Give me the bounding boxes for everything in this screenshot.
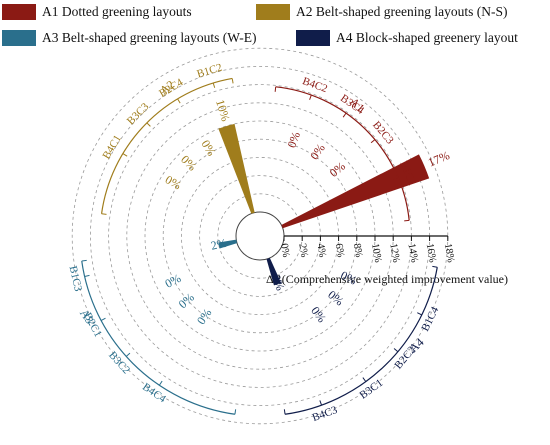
group-label-a3: A3 [77, 306, 97, 326]
group-arc-tick [122, 153, 128, 157]
radial-axis-tick-label: 16% [424, 243, 438, 264]
group-arc-tick [362, 377, 367, 382]
group-arc-a2 [100, 77, 233, 214]
group-arc-tick [319, 400, 323, 406]
value-label-a4-b1c4: 0% [338, 268, 359, 288]
legend-label-a2: Belt-shaped greening layouts (N-S) [315, 4, 508, 19]
bar-a3-b1c3 [218, 239, 238, 249]
group-arc-tick [81, 259, 87, 262]
radial-axis-tick-label: 8% [351, 243, 364, 259]
legend-key-a1: A1 [42, 4, 59, 19]
value-label-a2-b4c1: 0% [163, 172, 184, 192]
legend-item-a4: A4 Block-shaped greenery layout [296, 30, 518, 46]
value-label-a4-b2c2: 0% [325, 288, 346, 309]
group-arc-tick [309, 94, 312, 100]
legend: A1 Dotted greening layouts A2 Belt-shape… [0, 0, 550, 55]
group-arc-tick [158, 380, 163, 386]
case-label-b3c1: B3C1 [357, 377, 385, 402]
hub-circle [235, 211, 285, 261]
legend-item-a3: A3 Belt-shaped greening layouts (W-E) [2, 30, 256, 46]
group-arc-tick [283, 409, 286, 415]
group-arc-tick [432, 265, 438, 268]
value-label-a1-b1c1: 17% [426, 148, 452, 169]
radial-axis-label: ΔR(Comprehensive weighted improvement va… [266, 272, 508, 286]
value-label-a3-b3c2: 0% [176, 290, 197, 311]
group-arc-tick [146, 122, 151, 127]
group-arc-tick [125, 352, 131, 357]
group-arc-tick [84, 274, 90, 277]
radial-axis-tick-label: 0% [278, 243, 291, 259]
group-arc-tick [212, 82, 216, 88]
legend-key-a4: A4 [336, 30, 353, 45]
radial-axis-tick-label: 14% [405, 243, 419, 264]
case-label-b3c2: B3C2 [106, 349, 132, 376]
group-arc-tick [177, 98, 181, 104]
group-arc-a4 [284, 267, 438, 415]
group-arc-a3 [81, 260, 236, 415]
value-label-a3-b4c4: 0% [194, 306, 215, 327]
radial-axis-tick-label: 12% [387, 243, 401, 264]
case-label-b1c4: B1C4 [419, 304, 441, 333]
case-label-b2c3: B2C3 [370, 119, 396, 147]
group-arc-tick [100, 317, 106, 321]
value-label-a3-b2c1: 0% [163, 271, 184, 291]
legend-swatch-a2 [256, 4, 290, 20]
legend-swatch-a3 [2, 30, 36, 46]
legend-label-a3: Belt-shaped greening layouts (W-E) [61, 30, 257, 45]
group-arc-tick [417, 312, 423, 316]
group-arc-tick [393, 176, 399, 180]
radial-axis-tick-label: 2% [296, 243, 309, 259]
group-arc-tick [101, 213, 107, 215]
value-label-a3-b1c3: 2% [209, 236, 228, 253]
legend-swatch-a4 [296, 30, 330, 46]
legend-key-a3: A3 [42, 30, 59, 45]
case-label-b4c2: B4C2 [301, 75, 329, 95]
group-arc-a1 [275, 86, 410, 221]
value-label-a4-b4c3: 3% [269, 273, 288, 293]
legend-item-a2: A2 Belt-shaped greening layouts (N-S) [256, 4, 507, 20]
value-label-a1-b3c4: 0% [307, 141, 328, 162]
value-label-a2-b2c4: 0% [198, 137, 218, 158]
value-label-a1-b4c2: 0% [284, 130, 303, 150]
radial-axis-tick-label: 18% [442, 243, 456, 264]
radial-axis-tick-label: 4% [314, 243, 327, 259]
case-label-b1c3: B1C3 [67, 265, 85, 293]
bar-a4-b4c3 [266, 257, 282, 286]
value-label-a1-b2c3: 0% [327, 159, 348, 180]
radial-axis-tick-label: 6% [333, 243, 346, 259]
value-label-a2-b3c3: 0% [178, 152, 199, 173]
legend-key-a2: A2 [296, 4, 313, 19]
group-arc-tick [234, 409, 237, 415]
value-label-a2-b1c2: 10% [213, 98, 233, 123]
legend-swatch-a1 [2, 4, 36, 20]
case-label-b4c4: B4C4 [140, 381, 168, 406]
group-arc-tick [393, 348, 399, 353]
group-arc-tick [404, 219, 410, 222]
legend-item-a1: A1 Dotted greening layouts [2, 4, 192, 20]
legend-label-a4: Block-shaped greenery layout [355, 30, 518, 45]
case-label-b1c2: B1C2 [196, 62, 224, 81]
group-arc-tick [342, 112, 347, 118]
bar-a2-b1c2 [218, 123, 255, 214]
radial-axis-tick-label: 10% [369, 243, 383, 264]
group-arc-tick [274, 86, 277, 92]
group-arc-tick [231, 78, 234, 84]
legend-label-a1: Dotted greening layouts [61, 4, 192, 19]
group-arc-tick [370, 139, 376, 144]
bar-a1-b1c1 [281, 154, 430, 229]
